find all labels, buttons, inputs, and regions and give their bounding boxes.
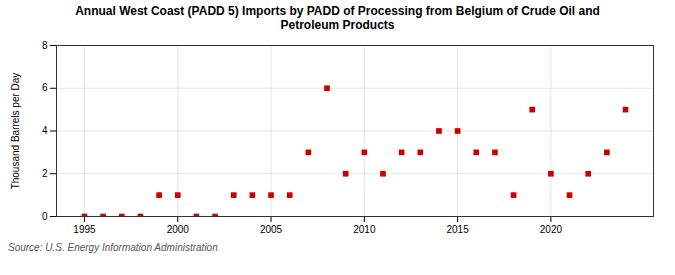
svg-text:8: 8 bbox=[42, 39, 48, 50]
svg-text:2005: 2005 bbox=[260, 223, 283, 234]
svg-text:6: 6 bbox=[42, 82, 48, 93]
html-text:Annual West Coast (PADD 5) Imp: Annual West Coast (PADD 5) Imports by PA… bbox=[75, 4, 600, 33]
svg-text:2020: 2020 bbox=[540, 223, 563, 234]
svg-text:2: 2 bbox=[42, 168, 48, 179]
html-text:Source: U.S. Energy Informatio: Source: U.S. Energy Information Administ… bbox=[8, 241, 218, 253]
svg-text:2000: 2000 bbox=[167, 223, 190, 234]
svg-text:4: 4 bbox=[42, 125, 48, 136]
svg-text:0: 0 bbox=[42, 210, 48, 221]
svg-text:2015: 2015 bbox=[446, 223, 469, 234]
svg-text:Thousand Barrels per Day: Thousand Barrels per Day bbox=[10, 72, 21, 189]
svg-text:1995: 1995 bbox=[73, 223, 96, 234]
svg-text:2010: 2010 bbox=[353, 223, 376, 234]
